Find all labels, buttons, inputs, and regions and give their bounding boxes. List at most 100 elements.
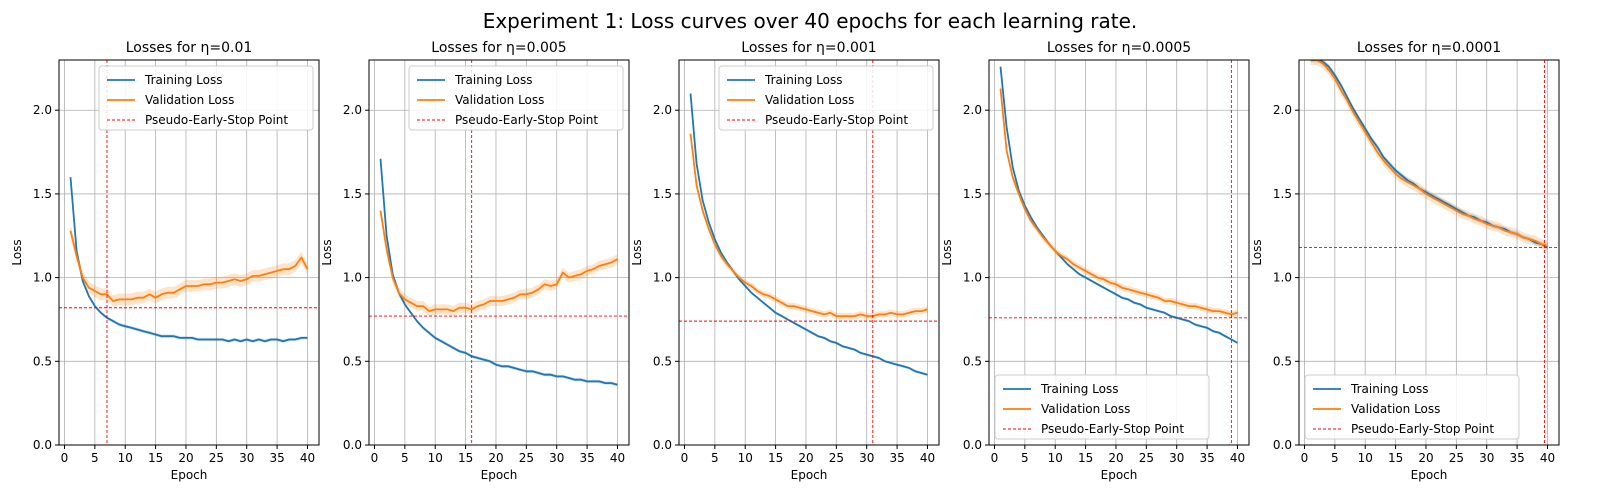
x-tick-label: 40 (610, 451, 625, 465)
legend-validation-label: Validation Loss (145, 93, 234, 107)
x-tick-label: 25 (209, 451, 224, 465)
series-line-training (689, 93, 928, 376)
x-tick-label: 35 (269, 451, 284, 465)
y-tick-label: 1.0 (33, 271, 52, 285)
series-line-validation (1310, 60, 1548, 247)
legend: Training Loss Validation Loss Pseudo-Early… (98, 65, 314, 131)
series-band-validation (380, 205, 618, 317)
y-axis-label: Loss (940, 239, 954, 265)
x-tick-label: 30 (1169, 451, 1184, 465)
series-line-validation (69, 230, 309, 302)
x-tick-label: 40 (1230, 451, 1245, 465)
x-tick-label: 25 (519, 451, 534, 465)
x-tick-label: 5 (401, 451, 409, 465)
legend-box (98, 65, 314, 131)
y-tick-label: 1.5 (343, 187, 362, 201)
panels: 0 5 10 15 20 25 30 35 40 0.0 0.5 1.0 1.5 2.0 Losses fo… (10, 40, 1560, 482)
y-tick-label: 1.5 (963, 187, 982, 201)
x-tick-label: 30 (239, 451, 254, 465)
x-tick-label: 30 (1479, 451, 1494, 465)
y-tick-label: 1.5 (33, 187, 52, 201)
chart-title: Losses for η=0.0005 (1047, 40, 1191, 56)
series-band-training (1000, 65, 1238, 345)
chart-panel-2: 0 5 10 15 20 25 30 35 40 0.0 0.5 1.0 1.5 2.0 Losses fo… (320, 40, 630, 482)
axes-frame (58, 59, 320, 446)
legend-early-stop-label: Pseudo-Early-Stop Point (765, 113, 908, 127)
x-tick-label: 15 (458, 451, 473, 465)
series-band-validation (1000, 85, 1238, 318)
x-tick-label: 35 (1199, 451, 1214, 465)
legend-validation-label: Validation Loss (1351, 402, 1440, 416)
x-tick-label: 0 (371, 451, 379, 465)
legend: Training Loss Validation Loss Pseudo-Early… (1304, 374, 1520, 440)
chart-panel-1: 0 5 10 15 20 25 30 35 40 0.0 0.5 1.0 1.5 2.0 Losses fo… (10, 40, 320, 482)
x-tick-label: 10 (1048, 451, 1063, 465)
legend-training-label: Training Loss (454, 73, 532, 87)
legend-validation-label: Validation Loss (765, 93, 854, 107)
x-tick-label: 40 (1540, 451, 1555, 465)
y-tick-label: 2.0 (343, 103, 362, 117)
series-band-training (1310, 60, 1548, 250)
x-tick-label: 25 (1139, 451, 1154, 465)
legend-early-stop-label: Pseudo-Early-Stop Point (145, 113, 288, 127)
x-tick-label: 20 (1418, 451, 1433, 465)
chart-title: Losses for η=0.001 (741, 40, 876, 56)
y-tick-label: 0.0 (653, 438, 672, 452)
x-tick-label: 10 (738, 451, 753, 465)
legend-validation-label: Validation Loss (455, 93, 544, 107)
plot-area (59, 60, 319, 445)
y-tick-label: 0.5 (963, 354, 982, 368)
chart-title: Losses for η=0.0001 (1357, 40, 1501, 56)
chart-title: Losses for η=0.005 (431, 40, 566, 56)
x-tick-label: 5 (1331, 451, 1339, 465)
y-tick-label: 1.0 (963, 271, 982, 285)
figure-title: Experiment 1: Loss curves over 40 epochs… (483, 9, 1138, 33)
x-tick-label: 35 (579, 451, 594, 465)
legend-box (718, 65, 934, 131)
y-axis-label: Loss (630, 239, 644, 265)
series-line-training (69, 177, 308, 343)
axes-frame (368, 59, 630, 446)
legend-validation-label: Validation Loss (1041, 402, 1130, 416)
x-tick-label: 30 (859, 451, 874, 465)
series-band-validation (1310, 60, 1548, 251)
plot-area (989, 60, 1249, 445)
legend: Training Loss Validation Loss Pseudo-Early… (718, 65, 934, 131)
legend-training-label: Training Loss (1040, 382, 1118, 396)
x-tick-label: 15 (1388, 451, 1403, 465)
x-tick-label: 20 (488, 451, 503, 465)
x-tick-label: 0 (991, 451, 999, 465)
legend-training-label: Training Loss (1350, 382, 1428, 396)
chart-panel-5: 0 5 10 15 20 25 30 35 40 0.0 0.5 1.0 1.5 2.0 Losses fo… (1250, 40, 1560, 482)
x-tick-label: 20 (798, 451, 813, 465)
x-tick-label: 5 (91, 451, 99, 465)
x-tick-label: 35 (1509, 451, 1524, 465)
x-tick-label: 10 (428, 451, 443, 465)
legend-early-stop-label: Pseudo-Early-Stop Point (455, 113, 598, 127)
series-line-validation (689, 133, 928, 318)
y-tick-label: 0.0 (1273, 438, 1292, 452)
y-axis-label: Loss (1250, 239, 1264, 265)
x-tick-label: 30 (549, 451, 564, 465)
x-tick-label: 20 (178, 451, 193, 465)
x-axis-label: Epoch (791, 468, 828, 482)
x-axis-label: Epoch (1411, 468, 1448, 482)
y-tick-label: 1.5 (1273, 187, 1292, 201)
x-tick-label: 40 (920, 451, 935, 465)
y-tick-label: 2.0 (33, 103, 52, 117)
legend-early-stop-label: Pseudo-Early-Stop Point (1041, 422, 1184, 436)
x-tick-label: 25 (1449, 451, 1464, 465)
x-axis-label: Epoch (171, 468, 208, 482)
legend-box (1304, 374, 1520, 440)
legend-training-label: Training Loss (764, 73, 842, 87)
legend: Training Loss Validation Loss Pseudo-Early… (994, 374, 1210, 440)
x-tick-label: 10 (118, 451, 133, 465)
axes-frame (1298, 59, 1560, 446)
y-tick-label: 2.0 (963, 103, 982, 117)
x-tick-label: 25 (829, 451, 844, 465)
y-tick-label: 1.5 (653, 187, 672, 201)
plot-area (679, 60, 939, 445)
x-tick-label: 10 (1358, 451, 1373, 465)
series-line-validation (999, 88, 1238, 316)
